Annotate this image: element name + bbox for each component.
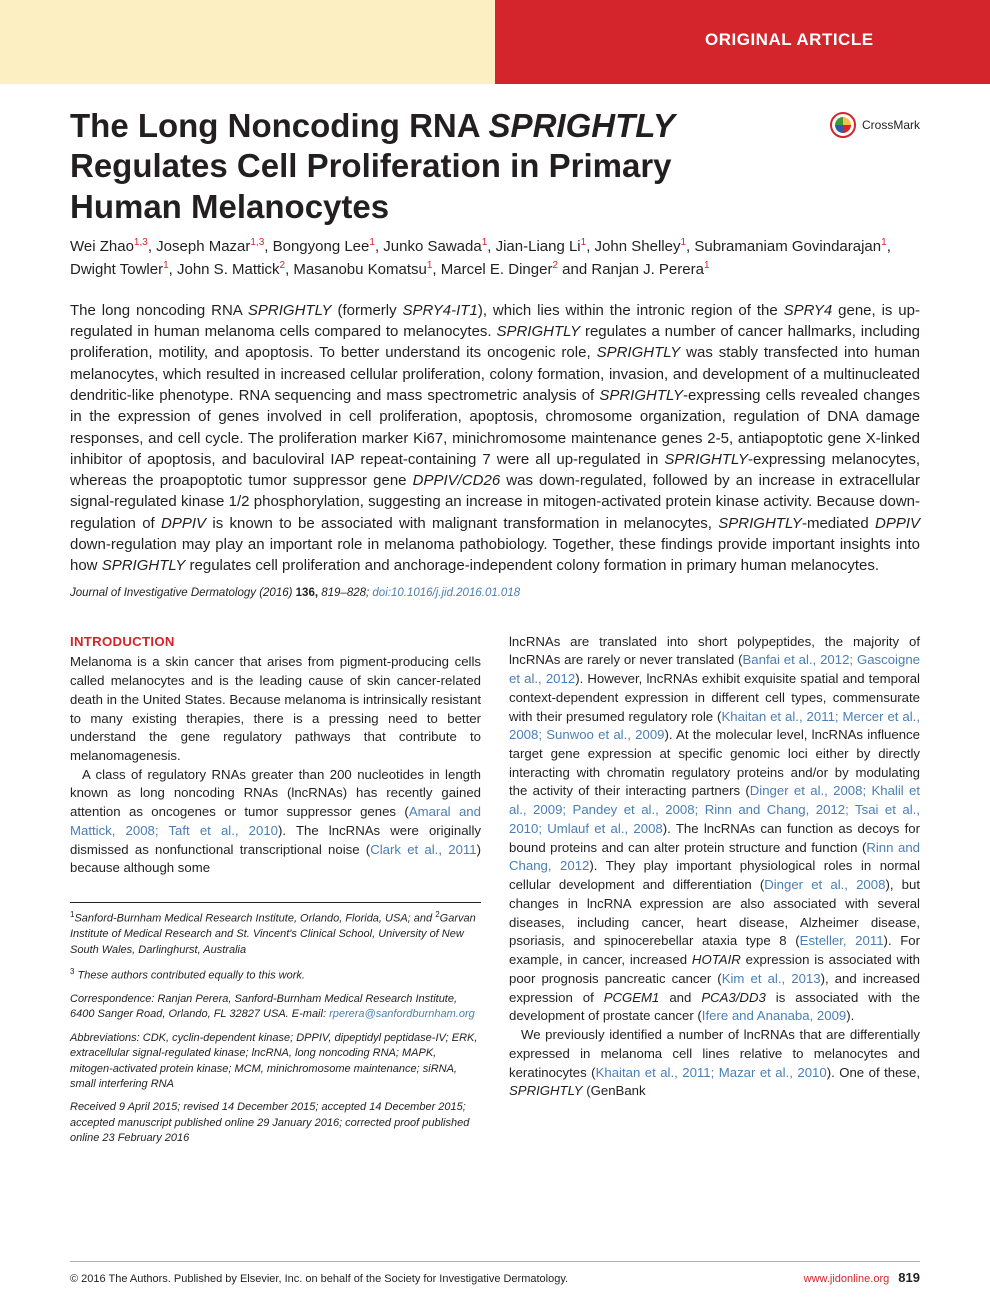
intro-paragraph: A class of regulatory RNAs greater than … [70,766,481,878]
left-column: INTRODUCTION Melanoma is a skin cancer t… [70,633,481,1155]
article-title: The Long Noncoding RNA SPRIGHTLY Regulat… [70,106,710,227]
body-columns: INTRODUCTION Melanoma is a skin cancer t… [70,633,920,1155]
copyright-text: © 2016 The Authors. Published by Elsevie… [70,1273,568,1285]
journal-name: Journal of Investigative Dermatology (20… [70,587,296,599]
header-yellow-block [0,0,495,84]
article-content: The Long Noncoding RNA SPRIGHTLY Regulat… [70,106,920,1155]
intro-paragraph: Melanoma is a skin cancer that arises fr… [70,653,481,765]
abstract: The long noncoding RNA SPRIGHTLY (former… [70,300,920,577]
page-footer: © 2016 The Authors. Published by Elsevie… [70,1261,920,1285]
correspondence-footnote: Correspondence: Ranjan Perera, Sanford-B… [70,992,481,1023]
introduction-heading: INTRODUCTION [70,633,481,652]
journal-pages: 819–828; [318,587,372,599]
article-type-label: ORIGINAL ARTICLE [495,0,990,50]
doi-link[interactable]: doi:10.1016/j.jid.2016.01.018 [372,587,520,599]
dates-footnote: Received 9 April 2015; revised 14 Decemb… [70,1100,481,1146]
journal-citation: Journal of Investigative Dermatology (20… [70,587,920,599]
header-red-block: ORIGINAL ARTICLE [495,0,990,84]
right-column: lncRNAs are translated into short polype… [509,633,920,1155]
journal-volume: 136, [296,587,318,599]
abbreviations-footnote: Abbreviations: CDK, cyclin-dependent kin… [70,1031,481,1093]
page-number: 819 [898,1270,920,1285]
footer-right: www.jidonline.org 819 [804,1270,920,1285]
equal-contribution-footnote: 3 These authors contributed equally to t… [70,966,481,984]
header-band: ORIGINAL ARTICLE [0,0,990,84]
author-list: Wei Zhao1,3, Joseph Mazar1,3, Bongyong L… [70,235,920,282]
intro-paragraph: We previously identified a number of lnc… [509,1026,920,1101]
journal-site-link[interactable]: www.jidonline.org [804,1273,890,1285]
affiliation-footnote: 1Sanford-Burnham Medical Research Instit… [70,909,481,958]
footnotes-block: 1Sanford-Burnham Medical Research Instit… [70,902,481,1146]
intro-paragraph: lncRNAs are translated into short polype… [509,633,920,1026]
